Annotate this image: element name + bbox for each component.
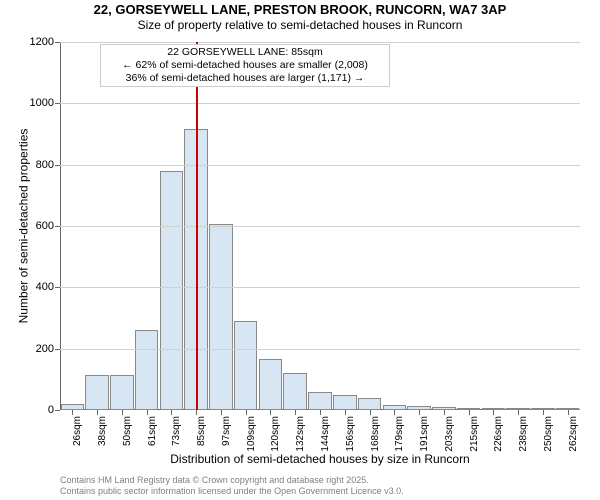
y-gridline [60, 165, 580, 166]
chart-area: 02004006008001000120026sqm38sqm50sqm61sq… [60, 42, 580, 410]
y-tick-mark [55, 349, 60, 350]
y-tick-label: 1200 [30, 36, 54, 48]
x-tick-mark [394, 410, 395, 415]
y-tick-label: 600 [36, 220, 54, 232]
bar [234, 321, 258, 410]
y-gridline [60, 226, 580, 227]
y-tick-label: 200 [36, 343, 54, 355]
x-tick-label: 262sqm [568, 416, 579, 452]
y-tick-label: 1000 [30, 97, 54, 109]
x-tick-label: 97sqm [221, 416, 232, 446]
x-tick-mark [568, 410, 569, 415]
bar [85, 375, 109, 410]
x-tick-mark [493, 410, 494, 415]
bar [333, 395, 357, 410]
figure-title-address: 22, GORSEYWELL LANE, PRESTON BROOK, RUNC… [0, 2, 600, 17]
x-tick-label: 238sqm [518, 416, 529, 452]
footer-copyright-1: Contains HM Land Registry data © Crown c… [60, 475, 369, 485]
bar [358, 398, 382, 410]
y-tick-mark [55, 287, 60, 288]
x-tick-mark [419, 410, 420, 415]
x-tick-label: 191sqm [419, 416, 430, 452]
y-tick-mark [55, 410, 60, 411]
y-tick-label: 400 [36, 281, 54, 293]
x-axis-label: Distribution of semi-detached houses by … [60, 452, 580, 466]
property-marker-line [196, 42, 198, 410]
x-tick-label: 85sqm [196, 416, 207, 446]
y-tick-label: 800 [36, 159, 54, 171]
x-tick-label: 250sqm [543, 416, 554, 452]
x-tick-mark [543, 410, 544, 415]
x-tick-label: 38sqm [97, 416, 108, 446]
x-tick-mark [196, 410, 197, 415]
bar [259, 359, 283, 410]
y-gridline [60, 349, 580, 350]
x-tick-label: 120sqm [270, 416, 281, 452]
x-tick-mark [370, 410, 371, 415]
bar [110, 375, 134, 410]
x-tick-label: 61sqm [147, 416, 158, 446]
y-axis-label-container: Number of semi-detached properties [16, 42, 30, 410]
x-tick-mark [122, 410, 123, 415]
annotation-line: 22 GORSEYWELL LANE: 85sqm [104, 46, 386, 59]
annotation-box: 22 GORSEYWELL LANE: 85sqm← 62% of semi-d… [100, 44, 390, 87]
x-tick-label: 132sqm [295, 416, 306, 452]
x-tick-mark [97, 410, 98, 415]
figure-subtitle: Size of property relative to semi-detach… [0, 18, 600, 32]
annotation-line: 36% of semi-detached houses are larger (… [104, 72, 386, 85]
x-tick-mark [147, 410, 148, 415]
x-tick-label: 168sqm [370, 416, 381, 452]
x-tick-label: 179sqm [394, 416, 405, 452]
x-tick-label: 109sqm [246, 416, 257, 452]
x-tick-label: 203sqm [444, 416, 455, 452]
y-gridline [60, 287, 580, 288]
y-gridline [60, 103, 580, 104]
x-tick-label: 226sqm [493, 416, 504, 452]
annotation-line: ← 62% of semi-detached houses are smalle… [104, 59, 386, 72]
x-tick-label: 73sqm [171, 416, 182, 446]
x-tick-label: 215sqm [469, 416, 480, 452]
x-tick-label: 156sqm [345, 416, 356, 452]
x-tick-label: 26sqm [72, 416, 83, 446]
x-tick-mark [171, 410, 172, 415]
bar [308, 392, 332, 410]
y-tick-label: 0 [48, 404, 54, 416]
x-tick-mark [72, 410, 73, 415]
x-tick-mark [345, 410, 346, 415]
x-tick-mark [246, 410, 247, 415]
x-tick-mark [270, 410, 271, 415]
y-axis-label: Number of semi-detached properties [16, 129, 30, 324]
x-tick-label: 144sqm [320, 416, 331, 452]
figure-container: 22, GORSEYWELL LANE, PRESTON BROOK, RUNC… [0, 0, 600, 500]
y-gridline [60, 42, 580, 43]
bar [135, 330, 159, 410]
y-tick-mark [55, 165, 60, 166]
x-tick-mark [518, 410, 519, 415]
y-tick-mark [55, 226, 60, 227]
bar [209, 224, 233, 410]
x-tick-mark [320, 410, 321, 415]
x-tick-mark [221, 410, 222, 415]
footer-copyright-2: Contains public sector information licen… [60, 486, 404, 496]
bar [160, 171, 184, 410]
x-tick-mark [444, 410, 445, 415]
y-tick-mark [55, 103, 60, 104]
x-tick-mark [469, 410, 470, 415]
bar [283, 373, 307, 410]
y-tick-mark [55, 42, 60, 43]
x-tick-mark [295, 410, 296, 415]
x-tick-label: 50sqm [122, 416, 133, 446]
